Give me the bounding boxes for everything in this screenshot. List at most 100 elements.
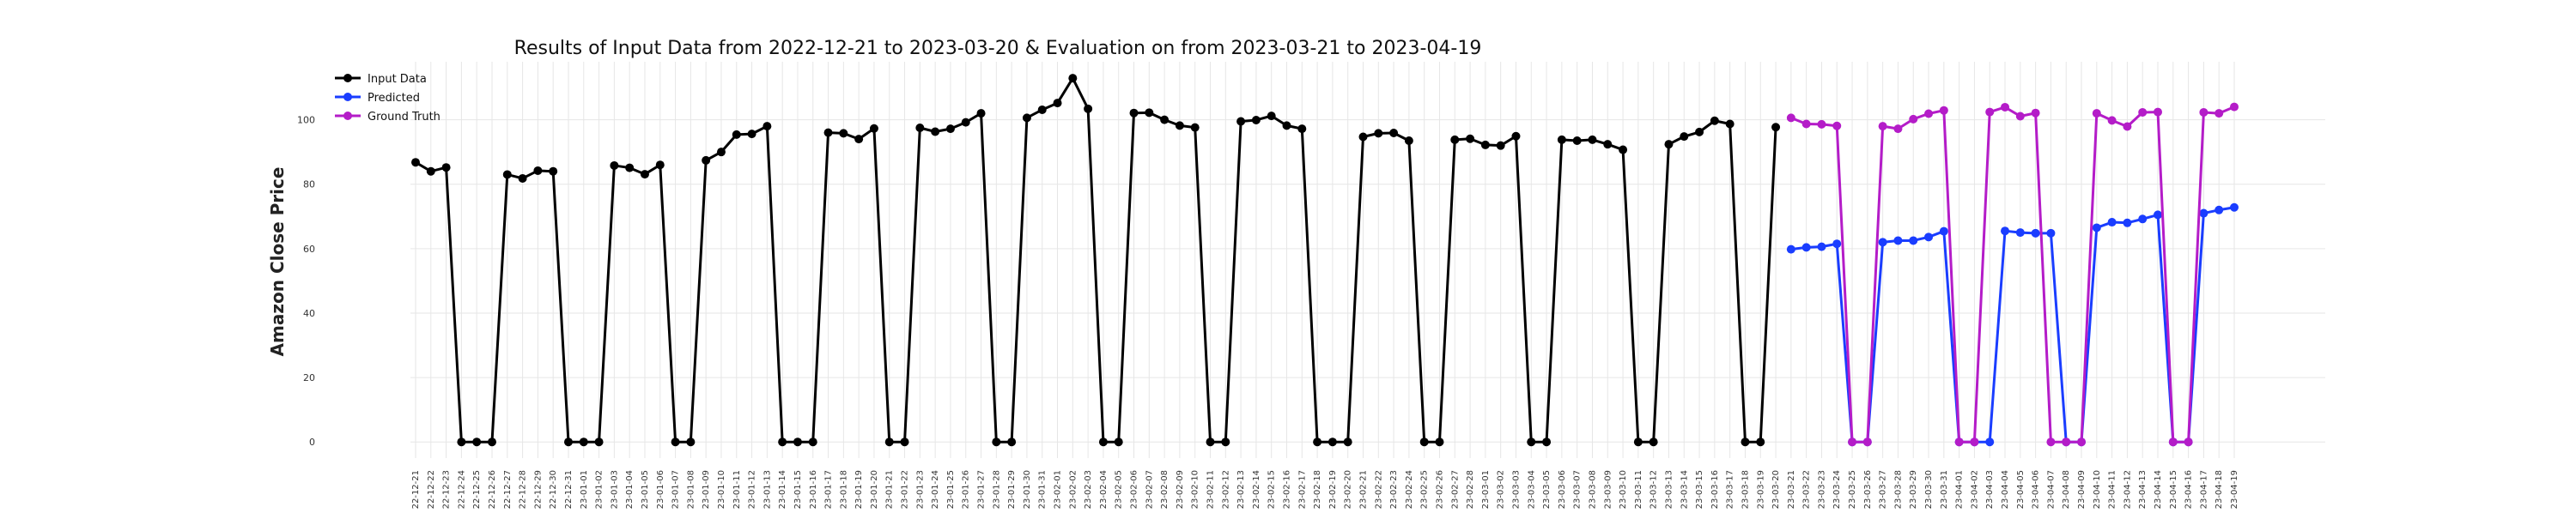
data-point <box>1022 113 1031 123</box>
data-point <box>1206 438 1215 447</box>
data-point <box>2215 109 2224 118</box>
data-point <box>472 438 482 447</box>
x-tick-label: 23-03-24 <box>1832 470 1842 509</box>
legend-label: Predicted <box>368 92 420 105</box>
data-point <box>686 438 696 447</box>
data-point <box>1190 123 1200 132</box>
data-point <box>2199 107 2208 117</box>
x-tick-label: 22-12-27 <box>503 470 513 509</box>
data-point <box>426 166 435 176</box>
data-point <box>1725 119 1735 129</box>
x-tick-label: 23-04-04 <box>2001 470 2010 509</box>
data-point <box>1007 438 1017 447</box>
data-point <box>1848 438 1857 447</box>
data-point <box>1496 141 1505 150</box>
x-tick-label: 23-04-07 <box>2046 470 2056 509</box>
data-point <box>2031 228 2040 238</box>
x-tick-label: 23-03-17 <box>1726 470 1735 509</box>
x-tick-label: 23-03-14 <box>1680 470 1689 509</box>
data-point <box>2015 228 2025 238</box>
x-tick-label: 23-04-01 <box>1955 470 1965 509</box>
x-tick-label: 23-01-23 <box>915 470 925 509</box>
data-point <box>732 130 741 139</box>
x-tick-label: 23-02-27 <box>1450 470 1460 509</box>
data-point <box>1954 438 1964 447</box>
data-point <box>2046 228 2056 238</box>
y-tick-label: 100 <box>297 115 315 126</box>
data-point <box>487 438 496 447</box>
x-tick-label: 23-03-27 <box>1879 470 1888 509</box>
x-tick-label: 23-04-11 <box>2108 470 2117 509</box>
x-tick-label: 23-01-13 <box>762 470 772 509</box>
x-tick-label: 23-01-06 <box>656 470 665 509</box>
x-tick-label: 23-01-12 <box>748 470 757 509</box>
data-point <box>747 130 756 139</box>
x-tick-label: 23-01-15 <box>793 470 803 509</box>
data-point <box>2107 116 2117 125</box>
chart-title: Results of Input Data from 2022-12-21 to… <box>514 38 1482 59</box>
data-point <box>778 438 787 447</box>
x-tick-label: 23-01-19 <box>854 470 864 509</box>
y-axis-label: Amazon Close Price <box>267 167 288 357</box>
data-point <box>1909 114 1918 124</box>
data-point <box>2062 438 2071 447</box>
data-point <box>1374 129 1383 138</box>
data-point <box>2154 210 2163 220</box>
x-tick-label: 23-02-16 <box>1283 470 1292 509</box>
data-point <box>915 124 925 132</box>
data-point <box>2230 102 2239 112</box>
x-tick-label: 23-02-06 <box>1130 470 1139 509</box>
x-tick-label: 23-02-10 <box>1191 470 1200 509</box>
data-point <box>1527 438 1536 447</box>
data-point <box>2001 226 2010 236</box>
x-tick-label: 23-03-22 <box>1802 470 1812 509</box>
x-tick-label: 23-03-15 <box>1695 470 1704 509</box>
x-tick-label: 23-04-14 <box>2154 470 2163 509</box>
data-point <box>2001 102 2010 112</box>
x-tick-label: 23-01-07 <box>671 470 681 509</box>
series-ground-truth <box>1786 102 2239 447</box>
data-point <box>1619 145 1628 154</box>
data-point <box>549 166 558 176</box>
x-tick-label: 23-04-09 <box>2077 470 2087 509</box>
x-tick-label: 23-01-28 <box>992 470 1001 509</box>
x-tick-label: 23-01-18 <box>839 470 848 509</box>
x-tick-label: 23-01-21 <box>885 470 895 509</box>
x-tick-label: 23-03-06 <box>1558 470 1567 509</box>
data-point <box>1480 140 1490 149</box>
legend: Input Data Predicted Ground Truth <box>335 73 440 124</box>
x-tick-label: 23-01-30 <box>1023 470 1032 509</box>
data-point <box>1970 438 1979 447</box>
data-point <box>945 124 955 134</box>
x-tick-label: 23-03-03 <box>1511 470 1521 509</box>
data-point <box>1649 438 1658 447</box>
data-point <box>1603 140 1613 149</box>
x-tick-label: 23-02-19 <box>1328 470 1338 509</box>
x-tick-label: 23-03-12 <box>1649 470 1659 509</box>
data-point <box>1572 136 1582 146</box>
x-tick-label: 23-04-08 <box>2062 470 2071 509</box>
data-point <box>1664 140 1674 149</box>
x-tick-label: 23-01-11 <box>732 470 742 509</box>
data-point <box>411 158 420 167</box>
data-point <box>2123 218 2132 227</box>
data-point <box>931 127 940 136</box>
x-tick-label: 23-02-17 <box>1297 470 1307 509</box>
data-point <box>1878 238 1887 247</box>
data-point <box>1084 104 1093 113</box>
data-point <box>1313 438 1322 447</box>
x-tick-label: 23-02-11 <box>1206 470 1216 509</box>
data-point <box>2138 214 2148 224</box>
x-tick-label: 22-12-24 <box>457 470 466 509</box>
data-point <box>1053 99 1062 108</box>
x-tick-label: 23-03-08 <box>1588 470 1597 509</box>
data-point <box>1832 121 1842 130</box>
x-tick-label: 23-03-28 <box>1893 470 1903 509</box>
x-tick-label: 23-03-25 <box>1848 470 1857 509</box>
data-point <box>2015 112 2025 121</box>
data-point <box>793 438 802 447</box>
x-tick-label: 23-03-09 <box>1603 470 1613 509</box>
data-point <box>2046 438 2056 447</box>
x-tick-label: 23-02-23 <box>1389 470 1399 509</box>
x-tick-label: 23-01-25 <box>946 470 956 509</box>
